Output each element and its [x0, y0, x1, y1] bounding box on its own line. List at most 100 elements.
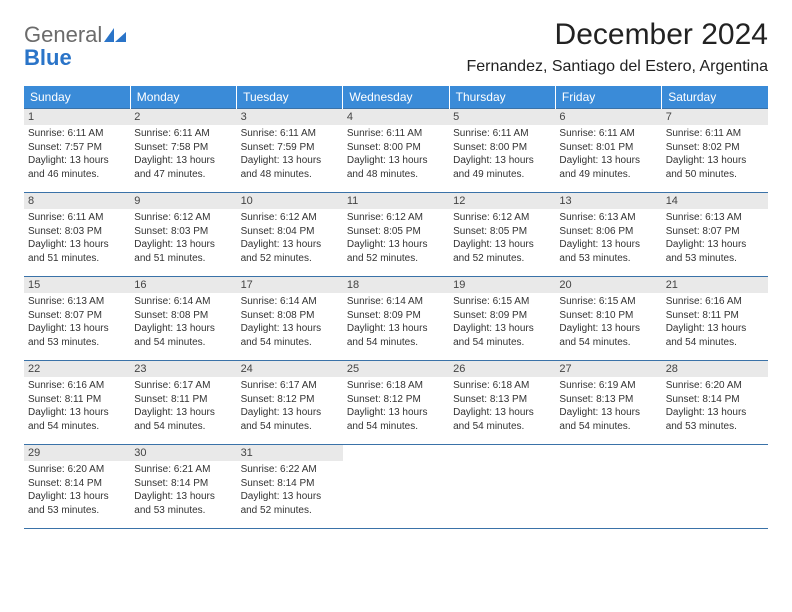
daylight-text: Daylight: 13 hours and 46 minutes.: [28, 154, 126, 181]
daylight-text: Daylight: 13 hours and 48 minutes.: [347, 154, 445, 181]
daylight-text: Daylight: 13 hours and 53 minutes.: [134, 490, 232, 517]
day-header: Thursday: [449, 86, 555, 109]
calendar-cell: 21Sunrise: 6:16 AMSunset: 8:11 PMDayligh…: [662, 277, 768, 361]
calendar-cell: 26Sunrise: 6:18 AMSunset: 8:13 PMDayligh…: [449, 361, 555, 445]
calendar-cell: 3Sunrise: 6:11 AMSunset: 7:59 PMDaylight…: [237, 109, 343, 193]
calendar-week: 22Sunrise: 6:16 AMSunset: 8:11 PMDayligh…: [24, 361, 768, 445]
day-info: Sunrise: 6:19 AMSunset: 8:13 PMDaylight:…: [555, 377, 661, 437]
sunset-text: Sunset: 8:09 PM: [347, 309, 445, 323]
sunrise-text: Sunrise: 6:14 AM: [134, 295, 232, 309]
day-info: Sunrise: 6:13 AMSunset: 8:07 PMDaylight:…: [662, 209, 768, 269]
page-title: December 2024: [466, 18, 768, 52]
sunset-text: Sunset: 8:12 PM: [347, 393, 445, 407]
sunset-text: Sunset: 8:12 PM: [241, 393, 339, 407]
day-number: 20: [555, 277, 661, 293]
sunset-text: Sunset: 8:10 PM: [559, 309, 657, 323]
calendar-body: 1Sunrise: 6:11 AMSunset: 7:57 PMDaylight…: [24, 109, 768, 529]
day-number: 28: [662, 361, 768, 377]
sunrise-text: Sunrise: 6:15 AM: [453, 295, 551, 309]
day-info: Sunrise: 6:22 AMSunset: 8:14 PMDaylight:…: [237, 461, 343, 521]
daylight-text: Daylight: 13 hours and 51 minutes.: [134, 238, 232, 265]
sunrise-text: Sunrise: 6:19 AM: [559, 379, 657, 393]
sunrise-text: Sunrise: 6:20 AM: [28, 463, 126, 477]
sunset-text: Sunset: 7:58 PM: [134, 141, 232, 155]
daylight-text: Daylight: 13 hours and 53 minutes.: [28, 322, 126, 349]
daylight-text: Daylight: 13 hours and 54 minutes.: [666, 322, 764, 349]
sunset-text: Sunset: 8:14 PM: [28, 477, 126, 491]
sunrise-text: Sunrise: 6:11 AM: [28, 127, 126, 141]
sunset-text: Sunset: 8:13 PM: [453, 393, 551, 407]
day-number: 6: [555, 109, 661, 125]
daylight-text: Daylight: 13 hours and 54 minutes.: [28, 406, 126, 433]
calendar-cell: 12Sunrise: 6:12 AMSunset: 8:05 PMDayligh…: [449, 193, 555, 277]
day-info: Sunrise: 6:16 AMSunset: 8:11 PMDaylight:…: [662, 293, 768, 353]
calendar-cell: 1Sunrise: 6:11 AMSunset: 7:57 PMDaylight…: [24, 109, 130, 193]
calendar-cell: 19Sunrise: 6:15 AMSunset: 8:09 PMDayligh…: [449, 277, 555, 361]
sunrise-text: Sunrise: 6:11 AM: [453, 127, 551, 141]
sunset-text: Sunset: 8:08 PM: [134, 309, 232, 323]
sunset-text: Sunset: 8:14 PM: [134, 477, 232, 491]
daylight-text: Daylight: 13 hours and 52 minutes.: [453, 238, 551, 265]
sunset-text: Sunset: 7:59 PM: [241, 141, 339, 155]
sunset-text: Sunset: 8:13 PM: [559, 393, 657, 407]
calendar-cell: 30Sunrise: 6:21 AMSunset: 8:14 PMDayligh…: [130, 445, 236, 529]
day-info: Sunrise: 6:11 AMSunset: 7:58 PMDaylight:…: [130, 125, 236, 185]
day-info: Sunrise: 6:11 AMSunset: 7:57 PMDaylight:…: [24, 125, 130, 185]
day-info: Sunrise: 6:16 AMSunset: 8:11 PMDaylight:…: [24, 377, 130, 437]
logo-text-block: General Blue: [24, 24, 126, 70]
day-number: 18: [343, 277, 449, 293]
daylight-text: Daylight: 13 hours and 52 minutes.: [241, 238, 339, 265]
sunset-text: Sunset: 8:07 PM: [666, 225, 764, 239]
day-number: 8: [24, 193, 130, 209]
calendar-cell: 23Sunrise: 6:17 AMSunset: 8:11 PMDayligh…: [130, 361, 236, 445]
daylight-text: Daylight: 13 hours and 50 minutes.: [666, 154, 764, 181]
daylight-text: Daylight: 13 hours and 54 minutes.: [241, 406, 339, 433]
day-info: Sunrise: 6:11 AMSunset: 8:02 PMDaylight:…: [662, 125, 768, 185]
day-number: 19: [449, 277, 555, 293]
daylight-text: Daylight: 13 hours and 51 minutes.: [28, 238, 126, 265]
calendar-cell: ..: [555, 445, 661, 529]
day-number: 25: [343, 361, 449, 377]
calendar-cell: 13Sunrise: 6:13 AMSunset: 8:06 PMDayligh…: [555, 193, 661, 277]
calendar-week: 8Sunrise: 6:11 AMSunset: 8:03 PMDaylight…: [24, 193, 768, 277]
sunset-text: Sunset: 8:11 PM: [666, 309, 764, 323]
day-info: Sunrise: 6:11 AMSunset: 7:59 PMDaylight:…: [237, 125, 343, 185]
sunset-text: Sunset: 8:00 PM: [347, 141, 445, 155]
day-number: 4: [343, 109, 449, 125]
day-number: 7: [662, 109, 768, 125]
sunset-text: Sunset: 8:06 PM: [559, 225, 657, 239]
daylight-text: Daylight: 13 hours and 54 minutes.: [134, 322, 232, 349]
sunrise-text: Sunrise: 6:12 AM: [347, 211, 445, 225]
calendar-cell: 31Sunrise: 6:22 AMSunset: 8:14 PMDayligh…: [237, 445, 343, 529]
day-number: 14: [662, 193, 768, 209]
day-number: 27: [555, 361, 661, 377]
sunrise-text: Sunrise: 6:21 AM: [134, 463, 232, 477]
logo-sail-icon: [104, 28, 126, 42]
day-info: Sunrise: 6:14 AMSunset: 8:08 PMDaylight:…: [237, 293, 343, 353]
daylight-text: Daylight: 13 hours and 52 minutes.: [241, 490, 339, 517]
title-block: December 2024 Fernandez, Santiago del Es…: [466, 18, 768, 76]
calendar-cell: 6Sunrise: 6:11 AMSunset: 8:01 PMDaylight…: [555, 109, 661, 193]
sunrise-text: Sunrise: 6:15 AM: [559, 295, 657, 309]
day-header: Sunday: [24, 86, 130, 109]
sunset-text: Sunset: 8:05 PM: [347, 225, 445, 239]
calendar-week: 15Sunrise: 6:13 AMSunset: 8:07 PMDayligh…: [24, 277, 768, 361]
daylight-text: Daylight: 13 hours and 54 minutes.: [453, 406, 551, 433]
daylight-text: Daylight: 13 hours and 53 minutes.: [559, 238, 657, 265]
calendar-cell: 15Sunrise: 6:13 AMSunset: 8:07 PMDayligh…: [24, 277, 130, 361]
sunrise-text: Sunrise: 6:22 AM: [241, 463, 339, 477]
calendar-cell: 9Sunrise: 6:12 AMSunset: 8:03 PMDaylight…: [130, 193, 236, 277]
day-number: 21: [662, 277, 768, 293]
daylight-text: Daylight: 13 hours and 49 minutes.: [453, 154, 551, 181]
day-info: Sunrise: 6:20 AMSunset: 8:14 PMDaylight:…: [662, 377, 768, 437]
day-number: 24: [237, 361, 343, 377]
sunrise-text: Sunrise: 6:11 AM: [559, 127, 657, 141]
day-header: Tuesday: [237, 86, 343, 109]
sunrise-text: Sunrise: 6:12 AM: [453, 211, 551, 225]
calendar-cell: 27Sunrise: 6:19 AMSunset: 8:13 PMDayligh…: [555, 361, 661, 445]
calendar-table: SundayMondayTuesdayWednesdayThursdayFrid…: [24, 86, 768, 529]
day-info: Sunrise: 6:12 AMSunset: 8:05 PMDaylight:…: [343, 209, 449, 269]
day-info: Sunrise: 6:13 AMSunset: 8:07 PMDaylight:…: [24, 293, 130, 353]
day-number: 17: [237, 277, 343, 293]
calendar-cell: 28Sunrise: 6:20 AMSunset: 8:14 PMDayligh…: [662, 361, 768, 445]
